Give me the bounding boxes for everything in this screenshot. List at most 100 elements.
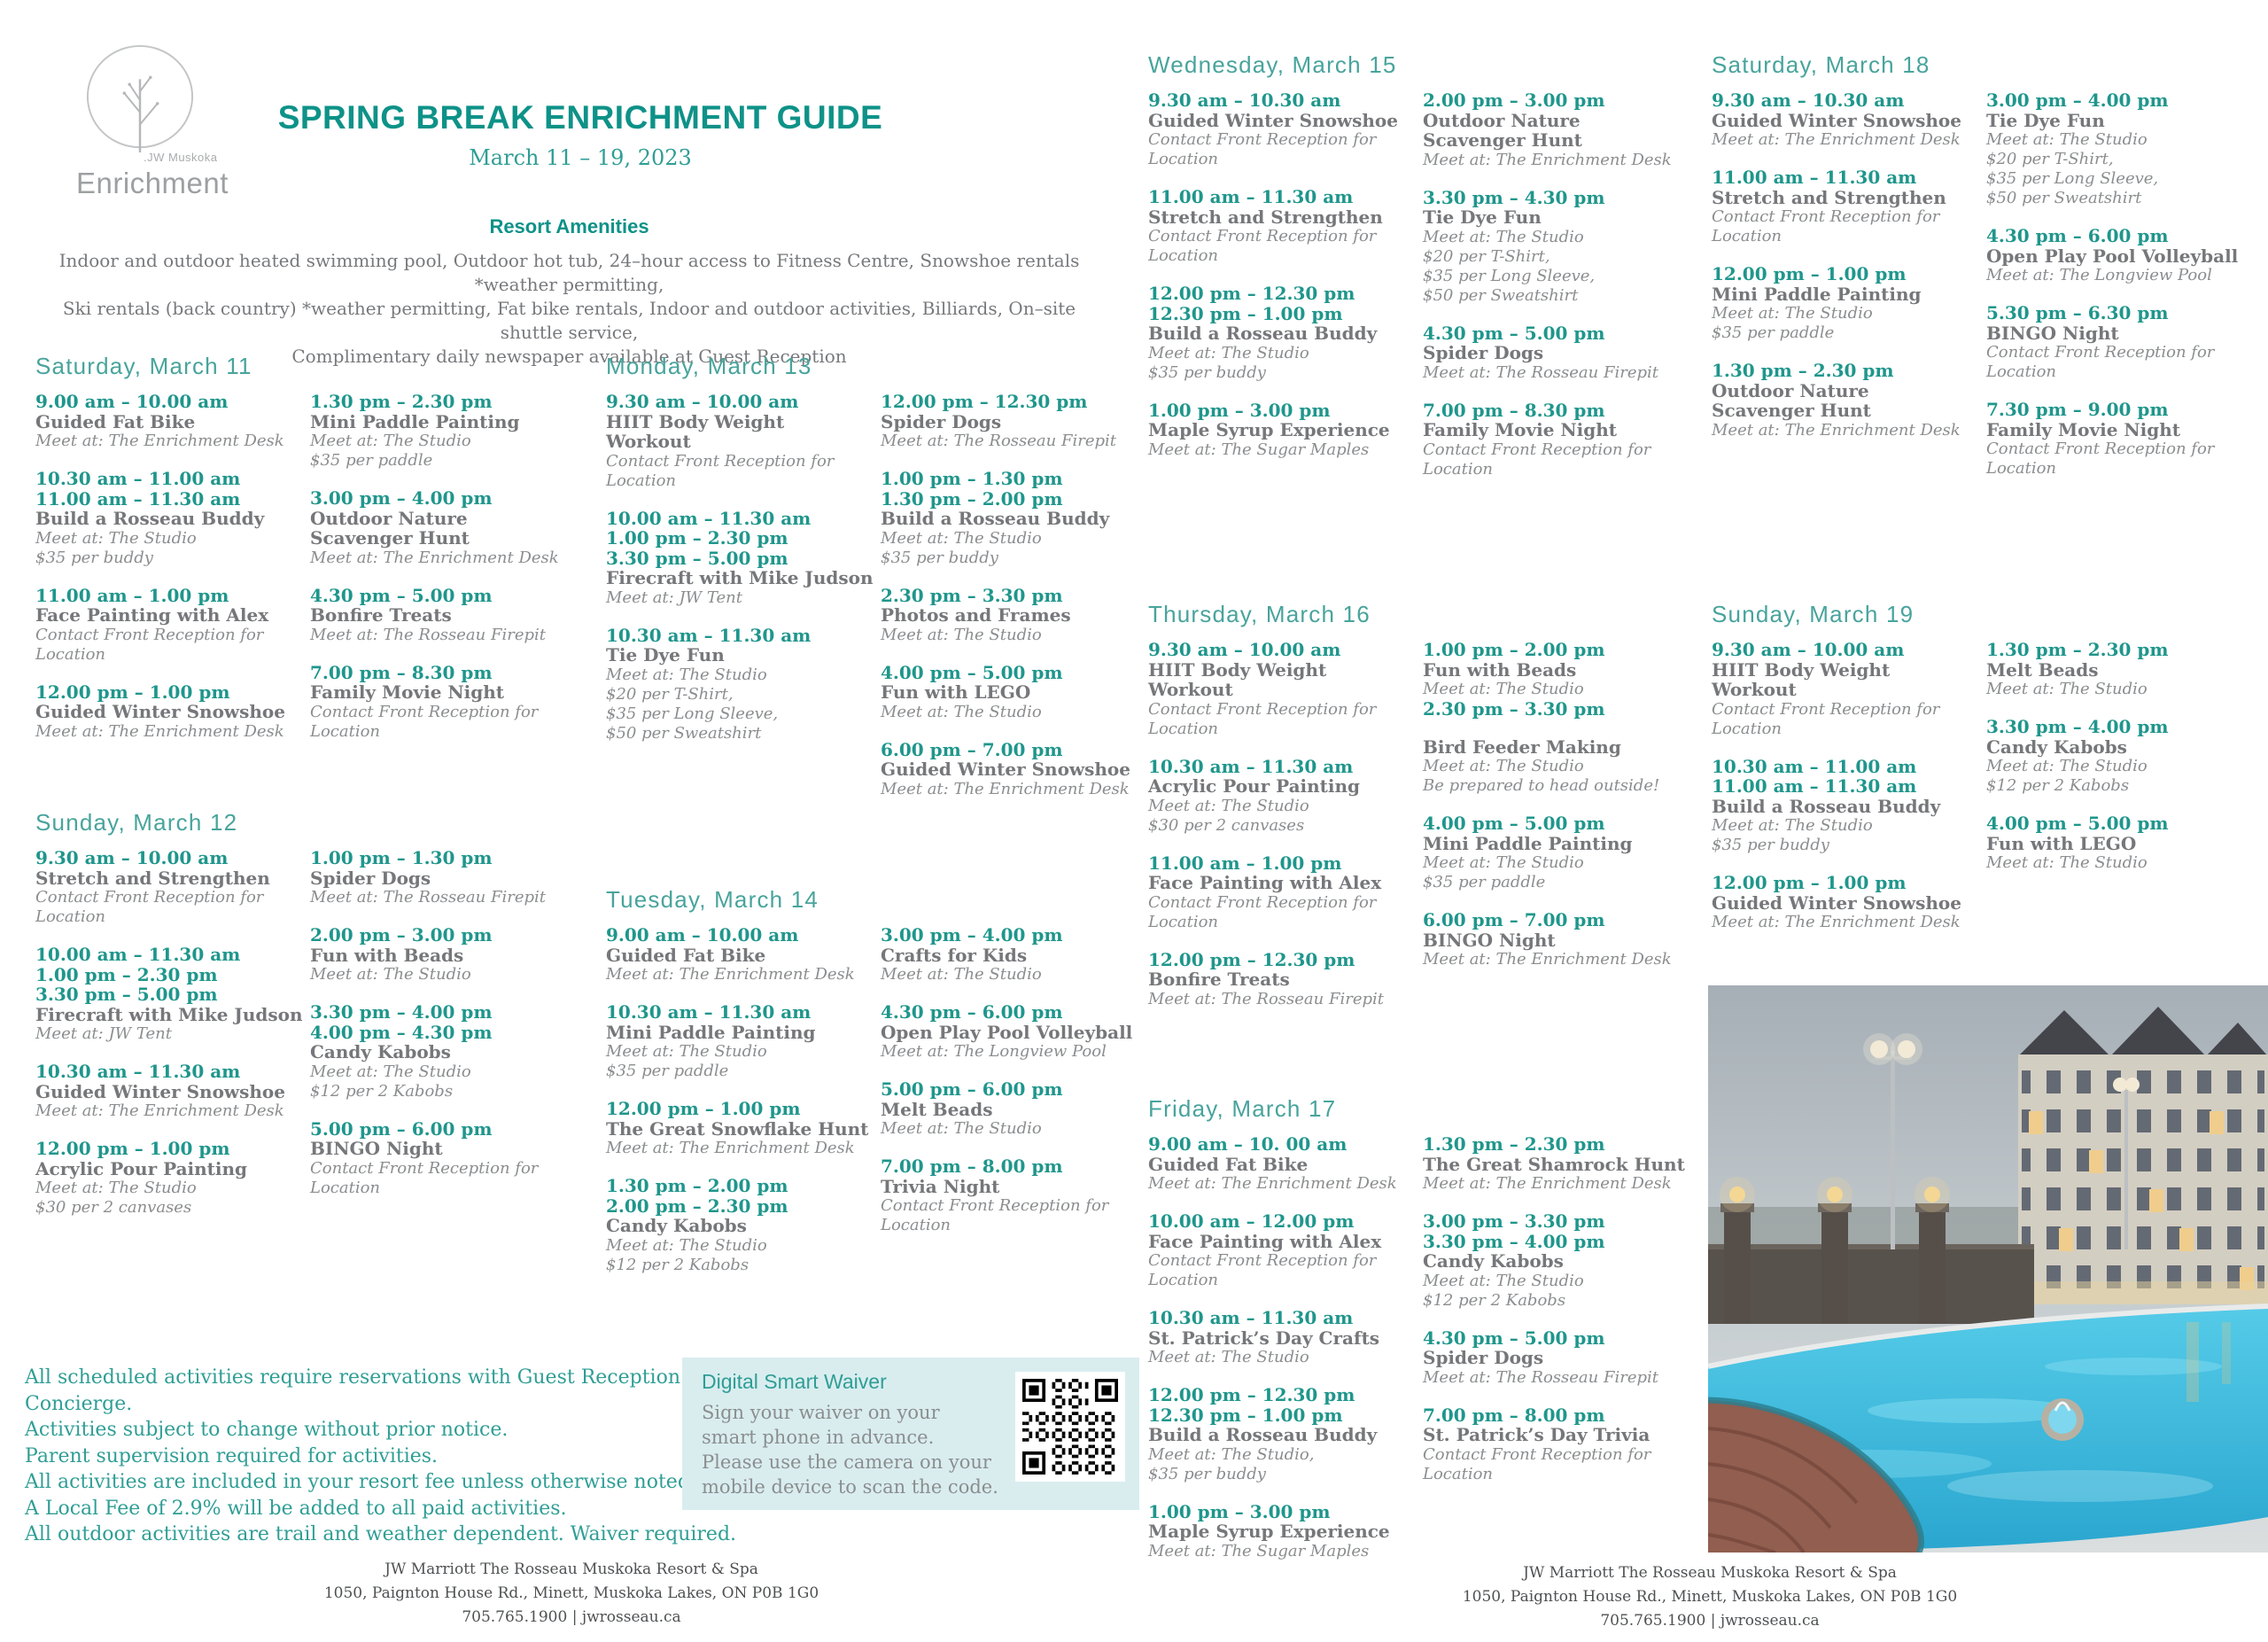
event-detail: Meet at: The Rosseau Firepit bbox=[310, 625, 546, 644]
event-time: 12.30 pm – 1.00 pm bbox=[1148, 1404, 1343, 1426]
event-detail: Location bbox=[1423, 1464, 1494, 1483]
event: 12.00 pm – 1.00 pm Guided Winter Snowshoe… bbox=[1712, 873, 1979, 932]
event-time: 10.30 am – 11.30 am bbox=[35, 1061, 241, 1082]
text-line: Parent supervision required for activiti… bbox=[25, 1444, 439, 1467]
event: 10.30 am – 11.30 am St. Patrick’s Day Cra… bbox=[1148, 1308, 1416, 1367]
event-title: Mini Paddle Painting bbox=[310, 410, 520, 432]
text-line: 1050, Paignton House Rd., Minett, Muskok… bbox=[323, 1584, 819, 1602]
event: 6.00 pm – 7.00 pm BINGO Night Meet at: The… bbox=[1423, 910, 1690, 969]
day-title: Saturday, March 18 bbox=[1712, 51, 1930, 78]
event-detail: Location bbox=[310, 1178, 381, 1197]
event-time: 3.00 pm – 4.00 pm bbox=[310, 487, 493, 509]
event-detail: Meet at: The Studio bbox=[1148, 343, 1309, 362]
event-detail: $20 per T-Shirt, bbox=[1423, 246, 1550, 266]
event-detail: Meet at: The Studio bbox=[1986, 680, 2148, 698]
event-time: 10.00 am – 11.30 am bbox=[35, 944, 241, 965]
event-time: 7.00 pm – 8.30 pm bbox=[1423, 399, 1605, 421]
event-title: Candy Kabobs bbox=[1986, 735, 2127, 758]
text-line: 1050, Paignton House Rd., Minett, Muskok… bbox=[1462, 1588, 1958, 1606]
text-line: Complimentary daily newspaper available … bbox=[291, 346, 847, 367]
event-title: Scavenger Hunt bbox=[310, 527, 470, 549]
day-columns: 9.00 am – 10. 00 am Guided Fat Bike Meet a… bbox=[1148, 1134, 1690, 1579]
event-title: Open Play Pool Volleyball bbox=[1986, 245, 2239, 267]
day-wed15: Wednesday, March 15 9.30 am – 10.30 am Gui… bbox=[1148, 51, 1690, 497]
event-detail: Meet at: The Studio bbox=[1423, 680, 1584, 698]
event-detail: Location bbox=[1148, 912, 1219, 931]
event-title: Mini Paddle Painting bbox=[1423, 832, 1633, 854]
event-time: 1.30 pm – 2.30 pm bbox=[1423, 1133, 1605, 1155]
event-time: 11.00 am – 11.30 am bbox=[1712, 775, 1917, 797]
event-detail: Meet at: The Studio bbox=[35, 528, 197, 548]
event-title: Guided Winter Snowshoe bbox=[1712, 891, 1961, 914]
event: 6.00 pm – 7.00 pm Guided Winter Snowshoe M… bbox=[881, 739, 1148, 799]
event-time: 12.00 pm – 1.00 pm bbox=[1712, 872, 1907, 893]
day-column: 1.30 pm – 2.30 pm Mini Paddle Painting Mee… bbox=[310, 392, 578, 759]
event-detail: Meet at: The Enrichment Desk bbox=[35, 1101, 284, 1120]
event-detail: Location bbox=[1148, 246, 1219, 265]
event: 10.30 am – 11.30 am Guided Winter Snowsho… bbox=[35, 1062, 303, 1121]
event-title: Build a Rosseau Buddy bbox=[35, 508, 265, 529]
text-line: Activities subject to change without pri… bbox=[25, 1419, 509, 1441]
event: 9.30 am – 10.00 am HIIT Body Weight Workou… bbox=[606, 392, 874, 491]
event-title: St. Patrick’s Day Crafts bbox=[1148, 1327, 1380, 1349]
text-line: Please use the camera on your bbox=[702, 1451, 991, 1473]
event: 4.30 pm – 6.00 pm Open Play Pool Volleyba… bbox=[1986, 226, 2254, 285]
event-time: 9.30 am – 10.30 am bbox=[1148, 89, 1341, 111]
event-detail: Contact Front Reception for bbox=[310, 702, 539, 721]
event-detail: Meet at: The Longview Pool bbox=[881, 1042, 1107, 1061]
event-time: 2.00 pm – 2.30 pm bbox=[606, 1195, 788, 1217]
event-time: 3.30 pm – 4.30 pm bbox=[1423, 186, 1605, 208]
event-detail: Contact Front Reception for bbox=[1148, 699, 1377, 719]
event-detail: Meet at: The Studio bbox=[1986, 130, 2148, 149]
event-detail: $12 per 2 Kabobs bbox=[310, 1081, 454, 1101]
event-detail: Meet at: The Enrichment Desk bbox=[881, 779, 1130, 798]
event-title: Fun with LEGO bbox=[1986, 832, 2137, 854]
event: 5.00 pm – 6.00 pm Melt Beads Meet at: The … bbox=[881, 1079, 1148, 1139]
event-time: 1.00 pm – 1.30 pm bbox=[310, 847, 493, 868]
event-detail: Meet at: The Studio bbox=[1148, 1348, 1309, 1366]
event-time: 5.30 pm – 6.30 pm bbox=[1986, 302, 2169, 323]
page-title: SPRING BREAK ENRICHMENT GUIDE bbox=[277, 99, 883, 136]
event: 1.30 pm – 2.00 pm 2.00 pm – 2.30 pm Candy … bbox=[606, 1176, 874, 1275]
event-detail: Meet at: JW Tent bbox=[606, 588, 742, 607]
event-time: 1.00 pm – 3.00 pm bbox=[1148, 399, 1331, 421]
event-detail: $35 per paddle bbox=[310, 451, 433, 470]
event: 3.30 pm – 4.30 pm Tie Dye Fun Meet at: The… bbox=[1423, 186, 1690, 306]
event-time: 1.30 pm – 2.00 pm bbox=[881, 487, 1063, 510]
event-time: 9.30 am – 10.00 am bbox=[606, 391, 799, 412]
event-time: 9.30 am – 10.30 am bbox=[1712, 89, 1905, 111]
text-line: JW Marriott The Rosseau Muskoka Resort &… bbox=[384, 1560, 758, 1578]
event-time: 12.00 pm – 1.00 pm bbox=[1712, 263, 1907, 284]
event: 1.30 pm – 2.30 pm Outdoor Nature Scavenger… bbox=[1712, 361, 1979, 440]
event-time: 2.00 pm – 3.00 pm bbox=[1423, 89, 1605, 111]
day-columns: 9.30 am – 10.00 am HIIT Body Weight Workou… bbox=[1148, 640, 1690, 1027]
event: 9.30 am – 10.30 am Guided Winter Snowshoe… bbox=[1712, 90, 1979, 150]
event-time: 3.00 pm – 3.30 pm bbox=[1423, 1210, 1605, 1232]
event-detail: Meet at: The Studio bbox=[1712, 816, 1873, 835]
event-detail: Meet at: The Longview Pool bbox=[1986, 266, 2212, 284]
event-title: Stretch and Strengthen bbox=[1148, 206, 1383, 228]
event-time: 9.00 am – 10.00 am bbox=[35, 391, 229, 412]
event: 11.00 am – 1.00 pm Face Painting with Ale… bbox=[1148, 852, 1416, 932]
event-detail: Location bbox=[1986, 362, 2057, 381]
event-time: 10.00 am – 11.30 am bbox=[606, 507, 812, 529]
event-detail: Meet at: The Enrichment Desk bbox=[35, 432, 284, 450]
event-time: 4.00 pm – 4.30 pm bbox=[310, 1021, 493, 1043]
event: 9.30 am – 10.00 am HIIT Body Weight Workou… bbox=[1148, 640, 1416, 739]
event: 1.00 pm – 3.00 pm Maple Syrup Experience M… bbox=[1148, 1501, 1416, 1561]
event: 11.00 am – 11.30 am Stretch and Strengthe… bbox=[1712, 167, 1979, 246]
event-title: Firecraft with Mike Judson bbox=[35, 1003, 303, 1025]
day-fri17: Friday, March 17 9.00 am – 10. 00 am Guide… bbox=[1148, 1095, 1690, 1579]
day-title: Tuesday, March 14 bbox=[606, 886, 819, 913]
day-column: 9.30 am – 10.00 am HIIT Body Weight Workou… bbox=[606, 392, 874, 817]
digital-smart-waiver-box: Digital Smart Waiver Sign your waiver on… bbox=[682, 1358, 1139, 1510]
event-detail: Meet at: The Studio bbox=[606, 1042, 767, 1061]
event: 4.30 pm – 5.00 pm Spider Dogs Meet at: The… bbox=[1423, 1327, 1690, 1388]
event-detail: Meet at: The Studio bbox=[1148, 796, 1309, 815]
event-detail: Contact Front Reception for bbox=[35, 888, 264, 907]
event-title: St. Patrick’s Day Trivia bbox=[1423, 1424, 1651, 1445]
event-title: Mini Paddle Painting bbox=[606, 1021, 816, 1043]
event-title: Family Movie Night bbox=[310, 681, 505, 703]
event-title: Spider Dogs bbox=[310, 867, 431, 889]
event-detail: Meet at: The Enrichment Desk bbox=[606, 1139, 855, 1157]
